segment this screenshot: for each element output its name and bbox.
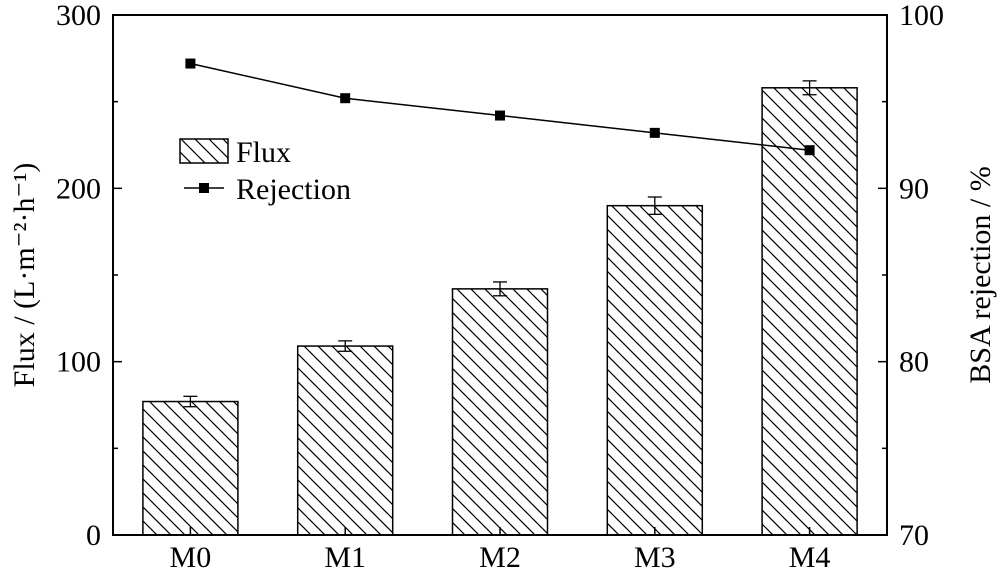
- errorbars-layer: [183, 80, 817, 408]
- y-tick-label-200: 200: [56, 172, 101, 205]
- y2-axis-title: BSA rejection / %: [964, 166, 997, 383]
- legend: Flux Rejection: [179, 136, 351, 206]
- y-tick-label-300: 300: [56, 0, 101, 32]
- rejection-point-M1: [340, 93, 351, 104]
- y2-tick-label-80: 80: [899, 346, 929, 379]
- rejection-point-M3: [649, 127, 660, 138]
- bar-flux-M2: [451, 288, 549, 536]
- rejection-point-M0: [185, 58, 196, 69]
- ticks-layer: M0 M1 M2 M3 M4 0 100 200 300 70 80 90 100: [56, 0, 944, 573]
- x-tick-label-M2: M2: [479, 541, 521, 573]
- x-tick-label-M4: M4: [789, 541, 831, 573]
- y-tick-label-100: 100: [56, 346, 101, 379]
- legend-rejection-marker: [199, 183, 209, 193]
- y2-tick-label-90: 90: [899, 172, 929, 205]
- rejection-point-M2: [495, 110, 505, 121]
- y-axis-title: Flux / (L·m⁻²·h⁻¹): [8, 163, 41, 388]
- y2-tick-label-100: 100: [899, 0, 944, 32]
- y-tick-label-0: 0: [86, 519, 101, 552]
- bar-flux-M3: [606, 204, 704, 536]
- x-tick-label-M1: M1: [324, 541, 366, 573]
- y2-tick-label-70: 70: [899, 519, 929, 552]
- x-tick-label-M3: M3: [634, 541, 676, 573]
- legend-flux-label: Flux: [236, 136, 291, 169]
- rejection-line-layer: [185, 58, 815, 156]
- legend-rejection-label: Rejection: [236, 173, 351, 206]
- x-tick-label-M0: M0: [170, 541, 212, 573]
- rejection-point-M4: [804, 145, 815, 156]
- bar-flux-M0: [142, 400, 239, 536]
- legend-flux-swatch: [179, 138, 229, 164]
- bar-flux-M1: [296, 345, 394, 536]
